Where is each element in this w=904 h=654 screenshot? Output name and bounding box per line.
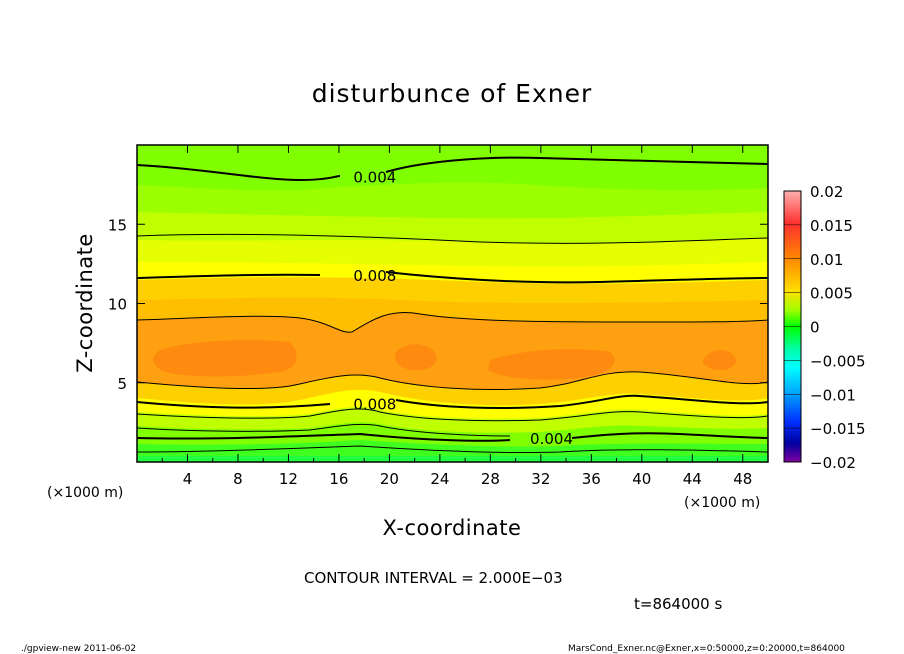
colorbar-ticks: 0.02 0.015 0.01 0.005 0 −0.005 −0.01 −0.015 −0.0… (784, 183, 866, 472)
y-tick-label: 5 (117, 375, 127, 393)
contour-label: 0.004 (353, 169, 396, 187)
band-0-011-core-4 (702, 350, 736, 370)
y-tick-label: 15 (108, 216, 127, 234)
x-axis-unit: (×1000 m) (684, 495, 760, 511)
x-tick-label: 28 (481, 470, 500, 488)
colorbar-tick-label: 0.01 (810, 251, 843, 269)
contour-line-004-top (137, 156, 768, 182)
contour-line-006-upper (137, 233, 768, 244)
y-tick-label: 10 (108, 296, 127, 314)
contour-line-010-lower (137, 371, 768, 391)
x-tick-label: 32 (531, 470, 550, 488)
footer-left: ./gpview-new 2011-06-02 (21, 644, 136, 654)
x-tick-label: 40 (632, 470, 651, 488)
colorbar-tick-label: 0.015 (810, 217, 853, 235)
x-tick-label: 16 (329, 470, 348, 488)
band-0-011-core-3 (488, 349, 615, 380)
contour-lines (137, 156, 768, 454)
x-axis-ticks: 4 8 12 16 20 24 28 32 36 40 44 48 (161, 145, 752, 488)
contour-label: 0.004 (530, 430, 573, 448)
contour-line-005-lower (137, 423, 511, 437)
colorbar-tick-label: −0.02 (810, 454, 856, 472)
x-tick-label: 8 (233, 470, 243, 488)
band-0-011-core-2 (394, 344, 437, 371)
contour-line-002-lower (137, 445, 768, 454)
colorbar-tick-label: −0.01 (810, 386, 856, 404)
contour-label: 0.008 (353, 395, 396, 413)
x-tick-label: 20 (380, 470, 399, 488)
x-tick-label: 24 (430, 470, 449, 488)
band-0-011-core-1 (153, 340, 297, 377)
contour-field (137, 145, 768, 462)
colorbar: 0.02 0.015 0.01 0.005 0 −0.005 −0.01 −0.015 −0.0… (783, 183, 866, 472)
colorbar-tick-label: 0 (810, 319, 820, 337)
y-axis-ticks: 5 10 15 (108, 216, 768, 393)
x-tick-label: 12 (279, 470, 298, 488)
contour-labels: 0.004 0.008 0.008 0.004 (353, 169, 573, 449)
time-label: t=864000 s (634, 595, 722, 613)
x-tick-label: 48 (733, 470, 752, 488)
contour-line-004-lower (137, 432, 768, 442)
contour-label: 0.008 (353, 267, 396, 285)
contour-interval: CONTOUR INTERVAL = 2.000E−03 (304, 569, 563, 587)
band-surface (137, 456, 768, 462)
x-axis-title: X-coordinate (383, 516, 522, 540)
colorbar-tick-label: −0.015 (810, 420, 866, 438)
contour-line-008-lower (137, 394, 768, 409)
y-axis-unit: (×1000 m) (47, 485, 123, 501)
x-tick-label: 44 (683, 470, 702, 488)
footer-right: MarsCond_Exner.nc@Exner,x=0:50000,z=0:20… (568, 644, 845, 654)
colorbar-tick-label: 0.02 (810, 183, 843, 201)
colorbar-tick-label: −0.005 (810, 352, 866, 370)
x-tick-label: 36 (582, 470, 601, 488)
x-tick-label: 4 (183, 470, 193, 488)
chart-title: disturbunce of Exner (312, 79, 593, 108)
band-0-010 (137, 312, 768, 390)
y-axis-title: Z-coordinate (73, 233, 97, 373)
contour-line-007-lower (137, 408, 768, 422)
contour-line-010-upper (137, 311, 768, 333)
colorbar-tick-label: 0.005 (810, 285, 853, 303)
contour-line-008-upper (137, 271, 768, 284)
